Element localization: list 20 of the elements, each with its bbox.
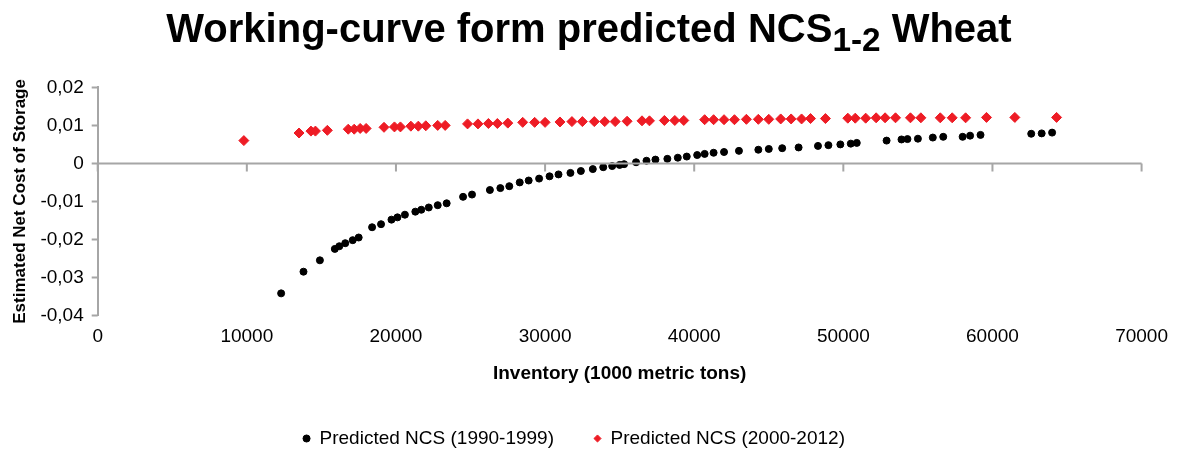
x-tick-label: 20000 bbox=[369, 325, 423, 347]
x-tick-label: 50000 bbox=[816, 325, 870, 347]
x-tick-label: 30000 bbox=[518, 325, 572, 347]
y-tick-label: -0,01 bbox=[40, 189, 84, 211]
y-tick-label: 0 bbox=[73, 151, 84, 173]
y-tick-label: -0,02 bbox=[40, 227, 84, 249]
y-tick-label: 0,02 bbox=[46, 75, 84, 97]
y-tick-label: 0,01 bbox=[46, 113, 84, 135]
y-tick-label: -0,03 bbox=[40, 265, 84, 287]
x-tick-label: 70000 bbox=[1115, 325, 1168, 347]
x-axis-title: Inventory (1000 metric tons) bbox=[492, 361, 747, 383]
x-tick-label: 60000 bbox=[966, 325, 1019, 347]
x-tick-label: 0 bbox=[92, 325, 103, 347]
x-tick-label: 10000 bbox=[220, 325, 274, 347]
y-axis-title: Estimated Net Cost of Storage bbox=[9, 79, 29, 324]
y-tick-label: -0,04 bbox=[40, 303, 85, 325]
legend-label: Predicted NCS (2000-2012) bbox=[610, 426, 845, 448]
chart-title: Working-curve form predicted NCS$_{1-2}$ Wheat bbox=[165, 6, 1013, 59]
x-tick-label: 40000 bbox=[667, 325, 721, 347]
legend-label: Predicted NCS (1990-1999) bbox=[319, 426, 555, 448]
